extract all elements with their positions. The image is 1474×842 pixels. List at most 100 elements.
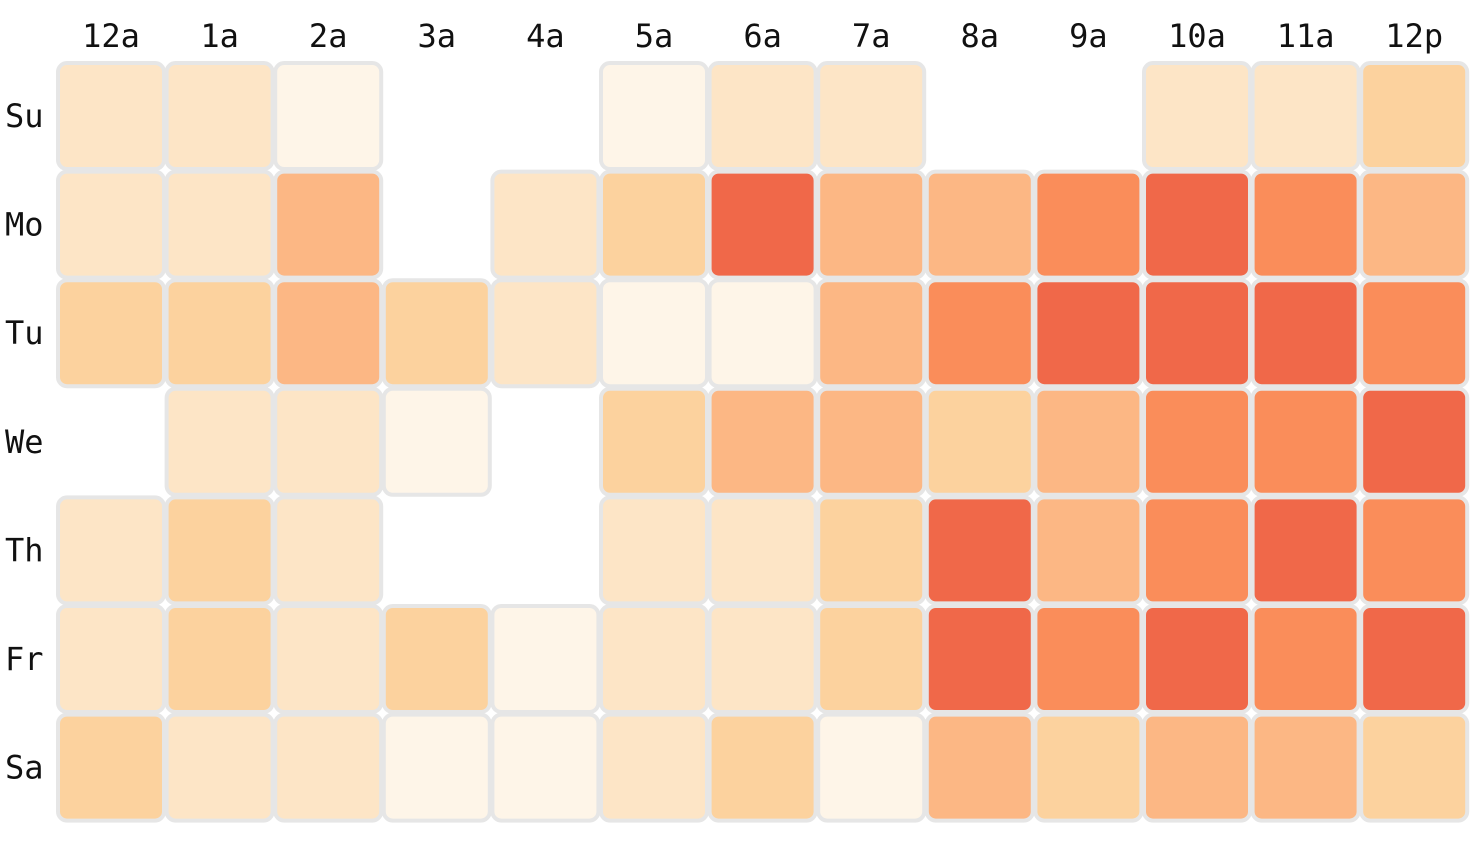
column-label-4a: 4a — [526, 17, 565, 55]
cell-su-10a — [1142, 61, 1252, 171]
cell-we-8a — [924, 386, 1035, 497]
cell-we-2a — [273, 386, 384, 497]
cell-we-11a — [1250, 386, 1361, 497]
cell-sa-11a — [1250, 712, 1361, 823]
cell-tu-11a — [1250, 278, 1361, 389]
column-label-7a: 7a — [852, 17, 891, 55]
cell-fr-2a — [273, 604, 384, 714]
cell-fr-8a — [924, 604, 1035, 714]
cell-su-6a — [707, 61, 818, 171]
cell-mo-2a — [273, 169, 384, 280]
cell-tu-12a — [56, 278, 166, 389]
cell-mo-4a — [490, 169, 601, 280]
column-labels: 12a 1a 2a 3a 4a 5a 6a 7a 8a 9a 10a 11a 12p — [82, 17, 1443, 55]
row-labels: Su Mo Tu We Th Fr Sa — [5, 97, 44, 787]
row-label-su: Su — [5, 97, 44, 135]
column-label-3a: 3a — [418, 17, 457, 55]
cell-sa-1a — [164, 712, 275, 823]
cell-fr-4a — [490, 604, 601, 714]
cell-th-11a — [1250, 495, 1361, 606]
row-label-we: We — [5, 423, 44, 461]
cell-mo-6a — [707, 169, 818, 280]
cell-su-7a — [816, 61, 927, 171]
cell-sa-9a — [1033, 712, 1144, 823]
cell-th-10a — [1142, 495, 1252, 606]
cell-we-6a — [707, 386, 818, 497]
cell-mo-1a — [164, 169, 275, 280]
cell-we-7a — [816, 386, 927, 497]
cell-su-2a — [273, 61, 384, 171]
row-label-th: Th — [5, 531, 44, 569]
cell-tu-8a — [924, 278, 1035, 389]
cell-sa-4a — [490, 712, 601, 823]
cell-th-1a — [164, 495, 275, 606]
cell-tu-1a — [164, 278, 275, 389]
column-label-9a: 9a — [1069, 17, 1108, 55]
cell-sa-6a — [707, 712, 818, 823]
cell-th-8a — [924, 495, 1035, 606]
cell-we-12p — [1359, 386, 1470, 497]
cell-fr-12a — [56, 604, 166, 714]
row-label-sa: Sa — [5, 749, 44, 787]
column-label-8a: 8a — [961, 17, 1000, 55]
cell-th-12p — [1359, 495, 1470, 606]
cell-tu-10a — [1142, 278, 1252, 389]
cell-fr-3a — [381, 604, 492, 714]
cell-sa-8a — [924, 712, 1035, 823]
row-label-tu: Tu — [5, 314, 44, 352]
cell-tu-3a — [381, 278, 492, 389]
column-label-12p: 12p — [1385, 17, 1443, 55]
column-label-6a: 6a — [743, 17, 782, 55]
cell-mo-9a — [1033, 169, 1144, 280]
row-label-fr: Fr — [5, 640, 44, 678]
cell-mo-10a — [1142, 169, 1252, 280]
cell-we-3a — [381, 386, 492, 497]
column-label-11a: 11a — [1277, 17, 1335, 55]
cell-th-9a — [1033, 495, 1144, 606]
cell-fr-12p — [1359, 604, 1470, 714]
cell-sa-3a — [381, 712, 492, 823]
cell-sa-2a — [273, 712, 384, 823]
column-label-5a: 5a — [635, 17, 674, 55]
cell-tu-2a — [273, 278, 384, 389]
cell-tu-6a — [707, 278, 818, 389]
column-label-1a: 1a — [200, 17, 239, 55]
cell-mo-11a — [1250, 169, 1361, 280]
cell-fr-10a — [1142, 604, 1252, 714]
heatmap-cells — [56, 61, 1470, 823]
cell-we-1a — [164, 386, 275, 497]
row-label-mo: Mo — [5, 206, 44, 244]
cell-fr-5a — [599, 604, 709, 714]
cell-su-5a — [599, 61, 709, 171]
column-label-12a: 12a — [82, 17, 140, 55]
cell-mo-7a — [816, 169, 927, 280]
cell-sa-12p — [1359, 712, 1470, 823]
column-label-2a: 2a — [309, 17, 348, 55]
cell-su-1a — [164, 61, 275, 171]
cell-fr-1a — [164, 604, 275, 714]
cell-we-10a — [1142, 386, 1252, 497]
cell-th-5a — [599, 495, 709, 606]
cell-su-11a — [1250, 61, 1361, 171]
cell-tu-9a — [1033, 278, 1144, 389]
cell-sa-10a — [1142, 712, 1252, 823]
column-label-10a: 10a — [1168, 17, 1226, 55]
cell-mo-12a — [56, 169, 166, 280]
cell-su-12p — [1359, 61, 1470, 171]
cell-mo-12p — [1359, 169, 1470, 280]
cell-fr-9a — [1033, 604, 1144, 714]
cell-th-6a — [707, 495, 818, 606]
cell-tu-12p — [1359, 278, 1470, 389]
cell-mo-5a — [599, 169, 709, 280]
cell-th-7a — [816, 495, 927, 606]
cell-sa-12a — [56, 712, 166, 823]
cell-we-9a — [1033, 386, 1144, 497]
cell-th-2a — [273, 495, 384, 606]
cell-th-12a — [56, 495, 166, 606]
cell-su-12a — [56, 61, 166, 171]
cell-fr-6a — [707, 604, 818, 714]
cell-tu-7a — [816, 278, 927, 389]
cell-sa-5a — [599, 712, 709, 823]
cell-mo-8a — [924, 169, 1035, 280]
